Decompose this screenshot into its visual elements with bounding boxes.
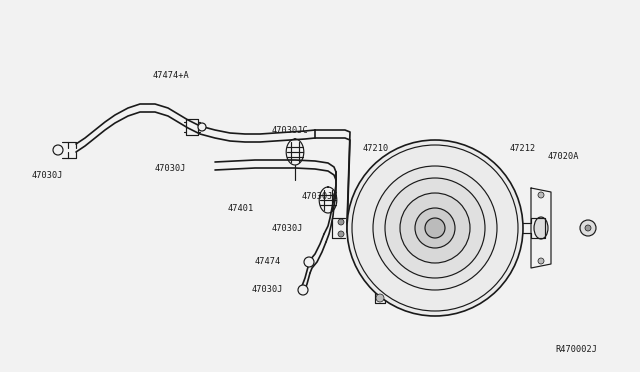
Circle shape	[338, 231, 344, 237]
Circle shape	[373, 166, 497, 290]
Ellipse shape	[534, 217, 548, 239]
Circle shape	[385, 178, 485, 278]
Text: 47210: 47210	[363, 144, 389, 153]
Circle shape	[376, 294, 384, 302]
Circle shape	[425, 218, 445, 238]
Text: 47030J: 47030J	[252, 285, 284, 295]
Text: 47030JC: 47030JC	[302, 192, 339, 201]
Circle shape	[415, 208, 455, 248]
Circle shape	[347, 140, 523, 316]
Circle shape	[198, 123, 206, 131]
Text: 47030J: 47030J	[155, 164, 186, 173]
Text: 47474: 47474	[255, 257, 281, 266]
Circle shape	[538, 258, 544, 264]
Circle shape	[585, 225, 591, 231]
Text: R470002J: R470002J	[555, 346, 597, 355]
Circle shape	[580, 220, 596, 236]
Circle shape	[298, 285, 308, 295]
Text: 47030JC: 47030JC	[272, 125, 308, 135]
Text: 47474+A: 47474+A	[153, 71, 189, 80]
Text: 47020A: 47020A	[548, 151, 579, 160]
Circle shape	[338, 219, 344, 225]
Circle shape	[538, 192, 544, 198]
Circle shape	[400, 193, 470, 263]
Text: 47030J: 47030J	[272, 224, 303, 232]
Text: 47030J: 47030J	[32, 170, 63, 180]
Circle shape	[352, 145, 518, 311]
Circle shape	[53, 145, 63, 155]
Text: 47401: 47401	[228, 203, 254, 212]
Circle shape	[304, 257, 314, 267]
Text: 47212: 47212	[510, 144, 536, 153]
